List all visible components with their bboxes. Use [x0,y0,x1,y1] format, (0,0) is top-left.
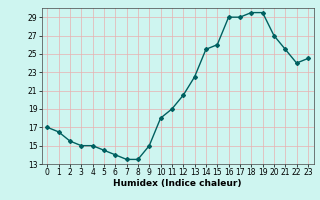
X-axis label: Humidex (Indice chaleur): Humidex (Indice chaleur) [113,179,242,188]
